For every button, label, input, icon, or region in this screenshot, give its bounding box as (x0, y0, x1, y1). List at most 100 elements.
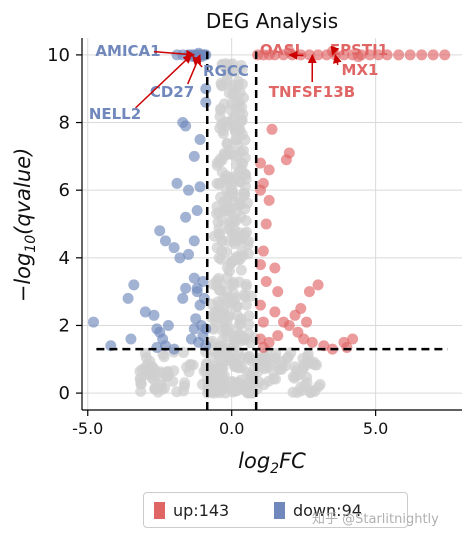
up-point (289, 309, 301, 321)
ns-point (234, 314, 246, 326)
legend-item-down: down:94 (274, 501, 362, 520)
down-point (88, 316, 100, 328)
ns-point (221, 137, 233, 149)
y-tick-label: 2 (59, 315, 70, 336)
up-point (312, 279, 324, 291)
ns-point (177, 385, 189, 397)
ns-point (231, 139, 243, 151)
ns-point (243, 353, 255, 365)
annotation-arrow (288, 50, 304, 60)
ns-point (211, 159, 223, 171)
ns-point (158, 351, 170, 363)
ns-point (196, 378, 208, 390)
ns-point (230, 215, 242, 227)
down-point (162, 319, 174, 331)
down-point (122, 292, 134, 304)
down-point (200, 96, 212, 108)
ns-point (216, 324, 228, 336)
ns-point (212, 308, 224, 320)
up-point (381, 49, 393, 61)
down-point (180, 211, 192, 223)
down-point (168, 343, 180, 355)
down-point (194, 133, 206, 145)
up-point (364, 49, 376, 61)
ns-point (302, 351, 314, 363)
up-point (257, 316, 269, 328)
down-point (194, 181, 206, 193)
ns-point (242, 248, 254, 260)
chart-title: DEG Analysis (206, 9, 338, 33)
down-point (154, 225, 166, 237)
ns-point (230, 125, 242, 137)
ns-point (245, 290, 257, 302)
ns-point (149, 383, 161, 395)
up-point (303, 286, 315, 298)
up-point (393, 49, 405, 61)
gene-label: AMICA1 (95, 42, 160, 60)
ns-point (245, 384, 257, 396)
legend-item-up: up:143 (154, 501, 229, 520)
ns-point (227, 58, 239, 70)
down-point (191, 204, 203, 216)
up-point (254, 184, 266, 196)
ns-point (168, 365, 180, 377)
down-point (174, 252, 186, 264)
gene-annotations: AMICA1 RGCC CD27 NELL2 OASL EPSTI1 MX1 TNFSF13B (89, 41, 388, 123)
gene-label: NELL2 (89, 105, 141, 123)
ns-point (216, 80, 228, 92)
gene-label: TNFSF13B (269, 83, 355, 101)
axes: -5.0 0.0 5.0 0 2 4 6 8 10 (47, 38, 462, 438)
up-point (254, 259, 266, 271)
ns-point (234, 234, 246, 246)
ns-point (231, 150, 243, 162)
annotation-arrow (186, 54, 202, 85)
ns-point (223, 201, 235, 213)
down-point (188, 323, 200, 335)
legend-swatch-down (274, 502, 285, 519)
annotation-arrow (332, 54, 342, 65)
down-point (180, 120, 192, 132)
ns-point (135, 378, 147, 390)
ns-point (240, 280, 252, 292)
down-point (139, 306, 151, 318)
down-point (200, 83, 212, 95)
up-point (306, 336, 318, 348)
down-point (183, 248, 195, 260)
y-tick-label: 8 (59, 113, 70, 134)
up-point (260, 275, 272, 287)
ns-point (269, 352, 281, 364)
down-point (191, 282, 203, 294)
up-point (283, 147, 295, 159)
down-point (180, 282, 192, 294)
down-point (188, 150, 200, 162)
ns-point (216, 278, 228, 290)
ns-point (237, 92, 249, 104)
up-point (439, 49, 451, 61)
down-point (188, 235, 200, 247)
ns-point (211, 242, 223, 254)
ns-point (289, 361, 301, 373)
up-point (254, 333, 266, 345)
ns-point (267, 366, 279, 378)
ns-point (219, 387, 231, 399)
legend-swatch-up (154, 502, 165, 519)
ns-point (239, 180, 251, 192)
ns-point (154, 366, 166, 378)
ns-point (215, 104, 227, 116)
non-significant-points (134, 58, 326, 399)
up-point (347, 333, 359, 345)
up-point (263, 164, 275, 176)
ns-point (243, 318, 255, 330)
y-tick-label: 6 (59, 180, 70, 201)
up-point (266, 123, 278, 135)
up-point (263, 194, 275, 206)
up-point (269, 262, 281, 274)
legend-label-up: up:143 (173, 501, 230, 520)
ns-point (295, 381, 307, 393)
ns-point (231, 169, 243, 181)
up-point (272, 286, 284, 298)
ns-point (146, 361, 158, 373)
ns-point (140, 352, 152, 364)
annotation-arrow (330, 45, 340, 56)
ns-point (213, 178, 225, 190)
